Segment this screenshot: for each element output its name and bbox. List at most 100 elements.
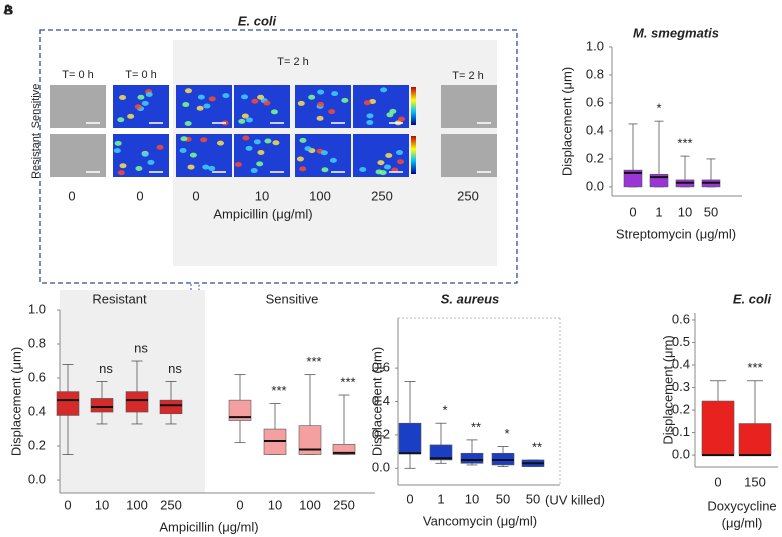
cell: [270, 109, 278, 115]
cell: [256, 161, 264, 167]
cell: [383, 164, 391, 170]
chart-title: M. smegmatis: [633, 25, 719, 40]
y-tick-label: 0.2: [372, 426, 390, 441]
cell: [202, 164, 210, 170]
cell: [245, 145, 253, 151]
cell: [245, 117, 253, 123]
cell: [329, 157, 337, 163]
y-axis-label: Displacement (μm): [660, 335, 675, 444]
column-header: T= 2 h: [277, 56, 309, 68]
cell: [257, 94, 265, 100]
panel-label: B: [4, 2, 13, 17]
cell: [184, 88, 192, 94]
significance: *: [504, 426, 509, 441]
y-tick-label: 0.2: [586, 150, 604, 165]
y-tick-label: 0.0: [28, 472, 46, 487]
significance: ***: [747, 360, 762, 375]
x-tick-label: 100: [126, 497, 148, 512]
box: [429, 444, 453, 461]
concentration-label: 0: [68, 188, 75, 203]
y-tick-label: 0.8: [28, 335, 46, 350]
significance: ***: [306, 354, 321, 369]
cell: [137, 94, 145, 100]
y-axis-label: Displacement (μm): [8, 347, 23, 456]
concentration-label: 100: [309, 188, 331, 203]
y-tick-label: 0.4: [28, 403, 46, 418]
significance: ***: [340, 374, 355, 389]
cell: [141, 151, 149, 157]
significance: *: [442, 403, 447, 418]
cell: [341, 97, 349, 103]
cell: [241, 113, 249, 119]
y-tick-label: 0.6: [586, 94, 604, 109]
x-tick-label: 10: [678, 204, 692, 219]
colorbar: [411, 87, 416, 125]
cell: [308, 94, 316, 100]
cell: [321, 167, 329, 173]
cell: [182, 102, 190, 108]
cell: [189, 152, 197, 158]
cell: [264, 138, 272, 144]
x-axis-label: Ampicillin (μg/ml): [159, 519, 258, 534]
box: [90, 398, 114, 413]
y-tick-label: 1.0: [28, 301, 46, 316]
x-tick-label: 1: [655, 204, 662, 219]
panel-title: E. coli: [238, 13, 277, 28]
cell: [113, 148, 121, 154]
y-tick-label: 0.8: [586, 66, 604, 81]
x-axis-label: Streptomycin (μg/ml): [616, 226, 736, 241]
cell: [272, 140, 280, 146]
significance: **: [532, 439, 542, 454]
x-tick-label: 0: [629, 204, 636, 219]
y-tick-label: 0.4: [372, 393, 390, 408]
y-tick-label: 0.5: [672, 334, 690, 349]
cell: [179, 147, 187, 153]
cell: [119, 95, 127, 101]
y-tick-label: 0.0: [672, 447, 690, 462]
x-tick-label: 0: [714, 474, 721, 489]
cell: [317, 89, 325, 95]
x-axis-label: Doxycycline: [707, 498, 776, 513]
box: [460, 452, 484, 464]
x-tick-label: 50: [526, 491, 540, 506]
x-tick-label: 10: [465, 491, 479, 506]
x-tick-label: 250: [160, 497, 182, 512]
panel-frame: [39, 29, 518, 284]
cell: [366, 119, 374, 125]
cell: [297, 100, 305, 106]
group-label: Resistant: [92, 291, 147, 306]
cell: [250, 168, 258, 174]
box: [701, 400, 735, 456]
concentration-label: 0: [136, 188, 143, 203]
micrograph: [441, 85, 497, 128]
cell: [145, 92, 153, 98]
cell: [328, 109, 336, 115]
cell: [299, 166, 307, 172]
x-tick-label: 0: [406, 491, 413, 506]
y-tick-label: 0.6: [372, 360, 390, 375]
chart-title: S. aureus: [441, 291, 500, 306]
y-tick-label: 0.6: [28, 369, 46, 384]
significance: *: [656, 101, 661, 116]
cell: [180, 136, 188, 142]
axis-label: Ampicillin (μg/ml): [213, 206, 312, 221]
x-axis-label: Vancomycin (μg/ml): [423, 513, 537, 528]
cell: [253, 139, 261, 145]
cell: [397, 116, 405, 122]
cell: [156, 144, 164, 150]
concentration-label: 250: [371, 188, 393, 203]
cell: [397, 159, 405, 165]
cell: [296, 156, 304, 162]
cell: [187, 164, 195, 170]
box: [623, 169, 643, 188]
micrographs: [50, 85, 497, 177]
cell: [241, 94, 249, 100]
group-label: Sensitive: [266, 291, 319, 306]
box: [332, 444, 356, 455]
cell: [216, 140, 224, 146]
x-tick-label: 50: [704, 204, 718, 219]
y-tick-label: 0.1: [672, 424, 690, 439]
x-tick-label: 250: [333, 497, 355, 512]
concentration-label: 250: [457, 188, 479, 203]
significance: ***: [677, 136, 692, 151]
